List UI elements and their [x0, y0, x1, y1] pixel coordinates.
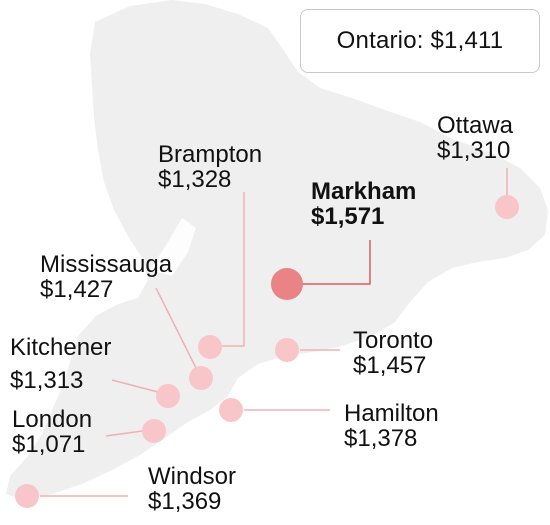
city-label-hamilton: Hamilton $1,378 — [344, 401, 439, 451]
city-name: Toronto — [353, 327, 434, 354]
ontario-landmass — [6, 0, 548, 500]
city-value: $1,328 — [158, 166, 232, 193]
leader-lines — [40, 168, 508, 497]
city-label-ottawa: Ottawa $1,310 — [437, 113, 513, 163]
city-label-brampton: Brampton $1,328 — [158, 142, 262, 192]
city-name: Mississauga — [40, 251, 173, 278]
leader-line-london — [105, 430, 143, 437]
city-value: $1,457 — [353, 352, 427, 379]
province-summary-text: Ontario: $1,411 — [336, 27, 504, 54]
leader-line-kitchener — [111, 379, 159, 393]
city-label-kitchener: Kitchener $1,313 — [10, 335, 111, 393]
city-label-london: London $1,071 — [12, 407, 92, 457]
marker-mississauga[interactable] — [189, 366, 213, 390]
georgian-bay — [150, 218, 196, 276]
city-value: $1,071 — [12, 431, 86, 458]
province-summary-box: Ontario: $1,411 — [300, 9, 540, 73]
city-value: $1,313 — [10, 367, 84, 394]
city-value: $1,427 — [40, 276, 114, 303]
marker-brampton[interactable] — [198, 335, 222, 359]
city-value: $1,571 — [311, 203, 385, 230]
city-value: $1,310 — [437, 137, 511, 164]
city-label-windsor: Windsor $1,369 — [148, 464, 236, 514]
city-name: Brampton — [158, 141, 263, 168]
city-name: London — [12, 406, 93, 433]
city-name: Kitchener — [10, 334, 112, 361]
city-name: Hamilton — [344, 400, 439, 427]
leader-line-brampton — [222, 192, 245, 347]
city-value: $1,378 — [344, 425, 418, 452]
marker-london[interactable] — [142, 419, 166, 443]
marker-hamilton[interactable] — [219, 398, 243, 422]
city-label-toronto: Toronto $1,457 — [353, 328, 433, 378]
leader-line-markham — [300, 240, 371, 285]
city-markers — [15, 195, 519, 508]
city-name: Windsor — [148, 463, 237, 490]
city-label-markham: Markham $1,571 — [311, 179, 416, 229]
marker-ottawa[interactable] — [495, 195, 519, 219]
city-name: Markham — [311, 178, 417, 205]
marker-windsor[interactable] — [15, 484, 39, 508]
marker-kitchener[interactable] — [156, 384, 180, 408]
city-value: $1,369 — [148, 488, 222, 515]
marker-markham[interactable] — [271, 268, 303, 300]
marker-toronto[interactable] — [275, 338, 299, 362]
leader-line-mississauga — [155, 287, 197, 369]
city-label-mississauga: Mississauga $1,427 — [40, 252, 172, 302]
city-name: Ottawa — [437, 112, 514, 139]
